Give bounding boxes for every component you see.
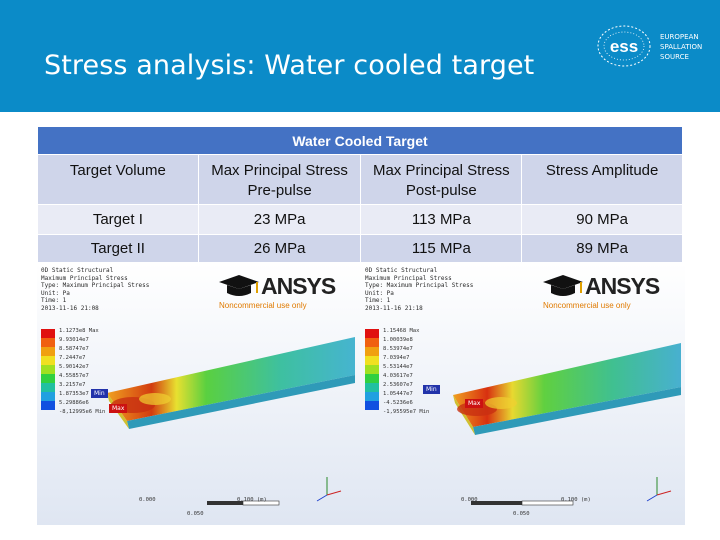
legend-label: 1.87353e7 <box>59 391 89 397</box>
info-line: Maximum Principal Stress <box>365 274 452 282</box>
header-line: Pre-pulse <box>247 182 312 199</box>
mortarboard-icon <box>543 275 583 296</box>
scale-mid: 0.050 <box>187 511 204 517</box>
table-cell: Target I <box>37 204 199 235</box>
legend-label: 7.2447e7 <box>59 355 86 361</box>
ansys-brand: ANSYS <box>261 273 336 299</box>
header-cell: Target Volume <box>37 154 199 205</box>
scale-mid: 0.050 <box>513 511 530 517</box>
slide-title: Stress analysis: Water cooled target <box>44 50 535 81</box>
table-cell: Target II <box>37 234 199 263</box>
legend-label: 8.58747e7 <box>59 346 89 352</box>
min-marker: Min <box>423 385 440 394</box>
legend-label: 4.03617e7 <box>383 373 413 379</box>
table-cell: 26 MPa <box>197 234 362 263</box>
ess-logo-icon: ess <box>597 25 651 67</box>
legend-labels: 1.15468 Max 1.00039e8 8.53974e7 7.0394e7… <box>383 327 429 417</box>
header-line: Max Principal Stress <box>211 162 348 179</box>
table-caption: Water Cooled Target <box>37 126 683 155</box>
ess-logo: ess EUROPEAN SPALLATION SOURCE <box>596 22 708 70</box>
info-line: Maximum Principal Stress <box>41 274 128 282</box>
legend-label: 8.53974e7 <box>383 346 413 352</box>
color-legend <box>41 329 55 410</box>
max-marker: Max <box>109 404 128 413</box>
legend-label: 1.1273e8 Max <box>59 328 99 334</box>
legend-labels: 1.1273e8 Max 9.93014e7 8.58747e7 7.2447e… <box>59 327 105 417</box>
ansys-note: Noncommercial use only <box>543 301 631 310</box>
stress-plot <box>361 263 685 525</box>
info-line: Time: 1 <box>365 297 391 304</box>
legend-label: 5.90142e7 <box>59 364 89 370</box>
info-line: Unit: Pa <box>365 289 394 297</box>
legend-label: 4.55857e7 <box>59 373 89 379</box>
legend-label: 7.0394e7 <box>383 355 410 361</box>
legend-label: 1.00039e8 <box>383 337 413 343</box>
header-line: Target Volume <box>69 162 166 179</box>
logo-line: EUROPEAN <box>660 33 699 41</box>
header-cell: Max Principal Stress Pre-pulse <box>197 154 362 205</box>
table-caption-row: Water Cooled Target <box>37 126 683 155</box>
table-cell: 23 MPa <box>197 204 362 235</box>
simulation-image-target-1: 0D Static Structural Maximum Principal S… <box>37 263 361 525</box>
mortarboard-icon <box>219 275 259 296</box>
table-header-row: Target Volume Max Principal Stress Pre-pu… <box>37 154 683 205</box>
table-cell: 113 MPa <box>360 204 523 235</box>
min-marker: Min <box>91 389 108 398</box>
scale-start: 0.000 <box>461 497 478 503</box>
ess-logo-mark: ess <box>610 37 638 56</box>
ansys-brand: ANSYS <box>585 273 660 299</box>
legend-label: -4.5236e6 <box>383 400 413 406</box>
legend-label: -1,95595e7 Min <box>383 409 430 415</box>
simulation-info: 0D Static Structural Maximum Principal S… <box>365 267 473 312</box>
info-line: Type: Maximum Principal Stress <box>41 282 150 289</box>
header-line: Stress Amplitude <box>545 162 659 179</box>
max-marker: Max <box>465 399 484 408</box>
ess-logo-text: EUROPEAN SPALLATION SOURCE <box>660 32 702 62</box>
ansys-note: Noncommercial use only <box>219 301 307 310</box>
header-line: Post-pulse <box>405 182 477 199</box>
info-line: 2013-11-16 21:08 <box>41 304 99 312</box>
table-row: Target I 23 MPa 113 MPa 90 MPa <box>37 204 683 235</box>
legend-label: 5.29886e6 <box>59 400 89 406</box>
table-cell: 90 MPa <box>521 204 683 235</box>
scale-end: 0.100 (m) <box>561 497 591 503</box>
stress-table: Water Cooled Target Target Volume Max Pr… <box>37 126 683 263</box>
scale-start: 0.000 <box>139 497 156 503</box>
simulation-info: 0D Static Structural Maximum Principal S… <box>41 267 149 312</box>
legend-label: 2.53607e7 <box>383 382 413 388</box>
legend-label: 5.53144e7 <box>383 364 413 370</box>
info-line: Unit: Pa <box>41 289 70 297</box>
table-cell: 115 MPa <box>360 234 523 263</box>
table-cell: 89 MPa <box>521 234 683 263</box>
legend-label: 3.2157e7 <box>59 382 86 388</box>
slide-header: Stress analysis: Water cooled target ess… <box>0 0 720 112</box>
info-line: 0D Static Structural <box>41 267 114 274</box>
scale-end: 0.100 (m) <box>237 497 267 503</box>
logo-line: SPALLATION <box>660 43 703 51</box>
info-line: 2013-11-16 21:18 <box>365 304 423 312</box>
header-line: Max Principal Stress <box>372 162 510 179</box>
legend-label: 1.05447e7 <box>383 391 413 397</box>
legend-label: 1.15468 Max <box>383 328 420 334</box>
info-line: 0D Static Structural <box>365 267 438 274</box>
info-line: Type: Maximum Principal Stress <box>365 282 474 289</box>
simulation-image-target-2: 0D Static Structural Maximum Principal S… <box>361 263 685 525</box>
legend-label: 9.93014e7 <box>59 337 89 343</box>
header-cell: Max Principal Stress Post-pulse <box>360 154 523 205</box>
header-cell: Stress Amplitude <box>521 154 683 205</box>
info-line: Time: 1 <box>41 297 67 304</box>
table-row: Target II 26 MPa 115 MPa 89 MPa <box>37 234 683 263</box>
logo-line: SOURCE <box>660 53 689 61</box>
color-legend <box>365 329 379 410</box>
legend-label: -8,12995e6 Min <box>59 409 106 415</box>
